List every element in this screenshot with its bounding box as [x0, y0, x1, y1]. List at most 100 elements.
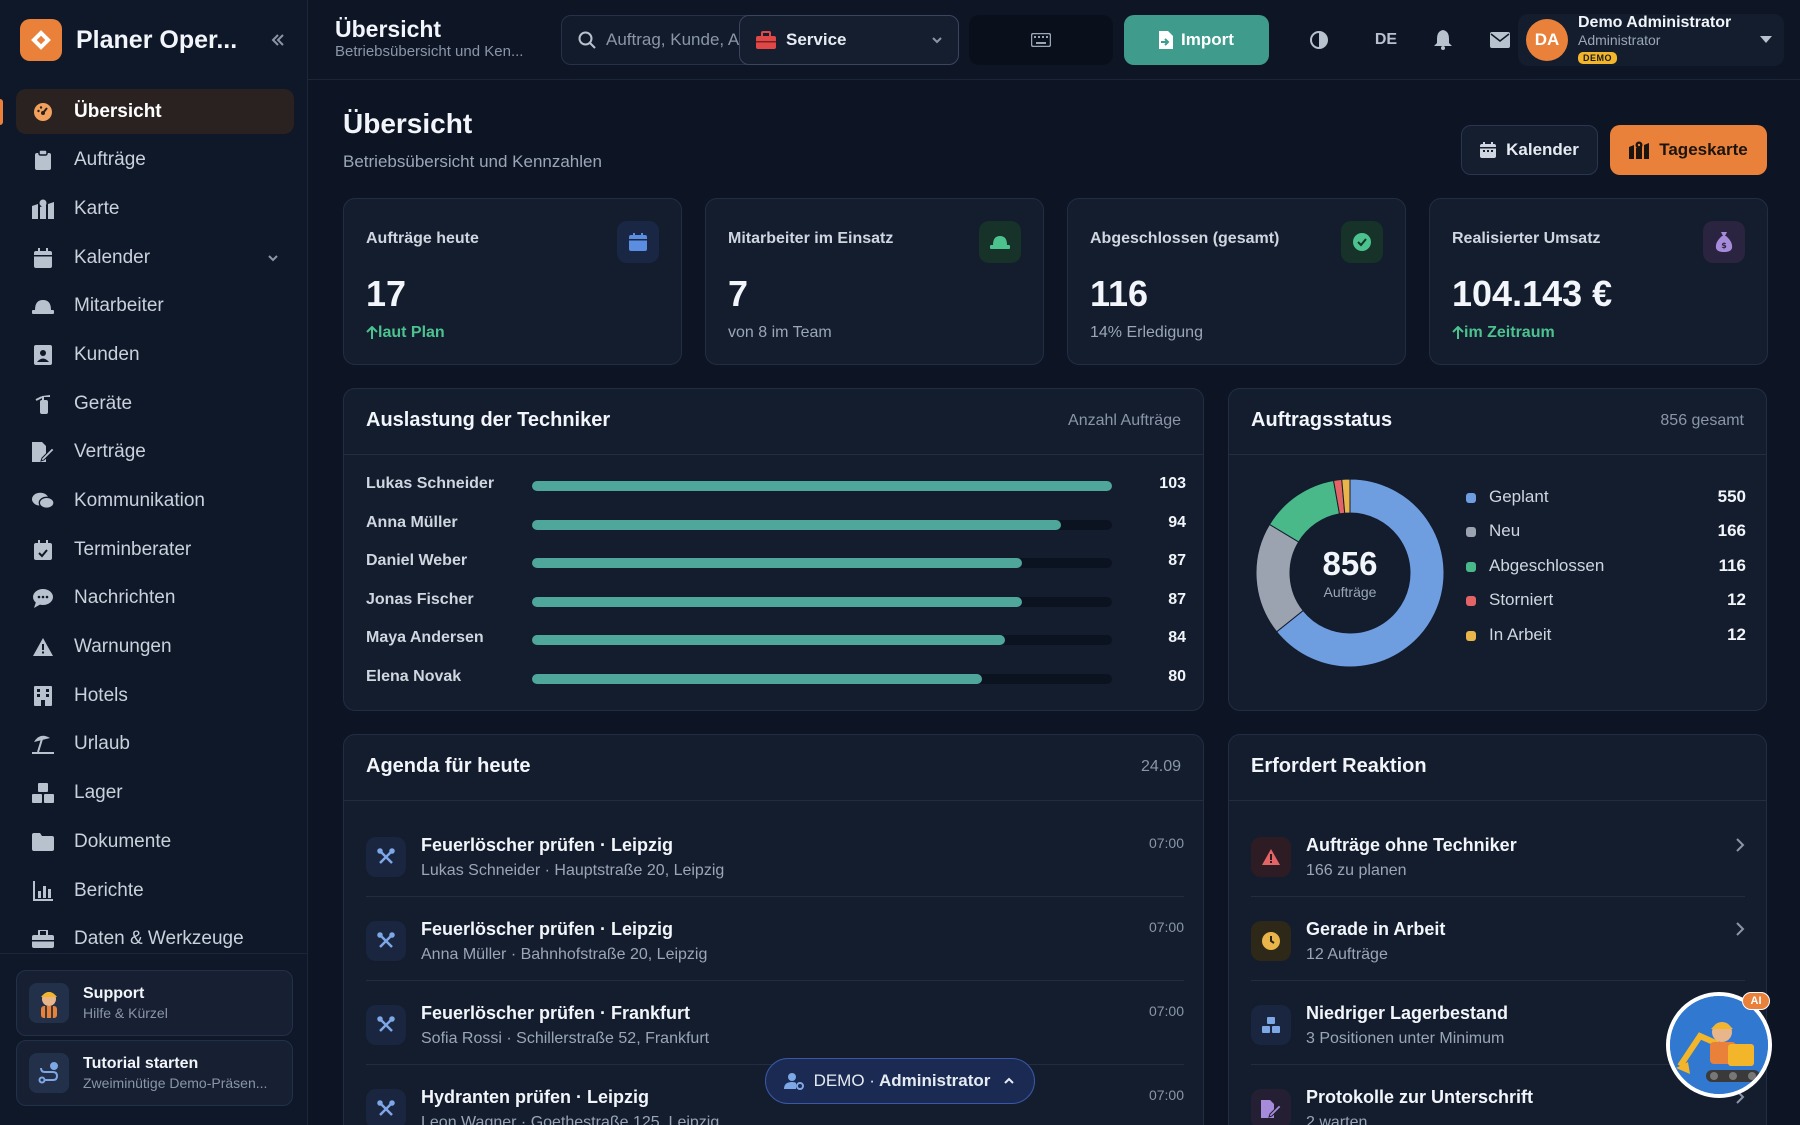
technician-value: 84: [1168, 629, 1186, 647]
sidebar-item-terminberater[interactable]: Terminberater: [16, 527, 294, 572]
bell-icon[interactable]: [1428, 25, 1458, 55]
agenda-time: 07:00: [1148, 919, 1184, 935]
agenda-title: Hydranten prüfen · Leipzig: [421, 1087, 650, 1107]
theme-toggle-icon[interactable]: [1304, 25, 1334, 55]
kpi-card-auftraege-heute: Aufträge heute 17 laut Plan: [343, 198, 682, 365]
warning-icon: [32, 636, 54, 658]
sidebar-item-auftraege[interactable]: Aufträge: [16, 138, 294, 183]
import-button-label: Import: [1181, 30, 1234, 49]
action-title: Gerade in Arbeit: [1306, 919, 1446, 939]
action-title: Niedriger Lagerbestand: [1306, 1003, 1509, 1023]
technician-value: 87: [1168, 590, 1186, 608]
user-role: Administrator: [1578, 32, 1661, 48]
collapse-sidebar-icon[interactable]: [266, 28, 290, 52]
avatar: DA: [1526, 19, 1568, 61]
demo-role: Administrator: [878, 1071, 991, 1090]
brand-logo-icon[interactable]: [20, 19, 62, 61]
sidebar-item-daten-werkzeuge[interactable]: Daten & Werkzeuge: [16, 917, 294, 962]
sidebar-item-label: Geräte: [74, 392, 133, 414]
agenda-item[interactable]: Feuerlöscher prüfen · Frankfurt Sofia Ros…: [366, 981, 1184, 1065]
kpi-card-umsatz: Realisierter Umsatz $ 104.143 € im Zeitr…: [1429, 198, 1768, 365]
chevron-down-icon[interactable]: [266, 251, 280, 265]
caret-down-icon: [1760, 36, 1772, 44]
language-switch[interactable]: DE: [1374, 31, 1398, 48]
search-icon: [578, 31, 596, 49]
agenda-item[interactable]: Feuerlöscher prüfen · Leipzig Lukas Schne…: [366, 813, 1184, 897]
legend-label: Neu: [1489, 521, 1521, 541]
sidebar-item-label: Kommunikation: [74, 490, 205, 511]
page-title: Übersicht: [343, 108, 473, 139]
check-circle-icon: [1341, 221, 1383, 263]
kpi-card-mitarbeiter: Mitarbeiter im Einsatz 7 von 8 im Team: [705, 198, 1044, 365]
chat-icon: [32, 490, 54, 512]
tutorial-subtitle: Zweiminütige Demo-Präsen...: [83, 1075, 268, 1091]
legend-value: 116: [1718, 555, 1746, 575]
technician-name: Anna Müller: [366, 513, 458, 531]
map-icon: [32, 198, 54, 220]
legend-label: In Arbeit: [1489, 624, 1552, 644]
donut-total-label: Aufträge: [1324, 584, 1377, 600]
sidebar-item-mitarbeiter[interactable]: Mitarbeiter: [16, 284, 294, 329]
sidebar-divider: [0, 953, 308, 954]
sidebar-item-dokumente[interactable]: Dokumente: [16, 819, 294, 864]
user-name: Demo Administrator: [1578, 14, 1732, 31]
calendar-icon: [32, 247, 54, 269]
donut-total: 856: [1322, 545, 1377, 582]
sidebar-item-urlaub[interactable]: Urlaub: [16, 722, 294, 767]
map-icon: [1629, 141, 1650, 159]
clock-icon: [1251, 921, 1291, 961]
sidebar-item-hotels[interactable]: Hotels: [16, 673, 294, 718]
message-icon: [32, 587, 54, 609]
action-title: Aufträge ohne Techniker: [1306, 835, 1517, 855]
action-item[interactable]: Niedriger Lagerbestand 3 Positionen unter…: [1251, 981, 1745, 1065]
hotel-icon: [32, 685, 54, 707]
technician-bar-row: Jonas Fischer 87: [366, 589, 1186, 613]
sidebar-item-lager[interactable]: Lager: [16, 771, 294, 816]
action-item[interactable]: Gerade in Arbeit 12 Aufträge: [1251, 897, 1745, 981]
contact-icon: [32, 344, 54, 366]
sidebar-item-label: Karte: [74, 197, 120, 219]
support-mascot-icon: [29, 983, 69, 1023]
mail-icon[interactable]: [1485, 25, 1515, 55]
action-item[interactable]: Aufträge ohne Techniker 166 zu planen: [1251, 813, 1745, 897]
user-menu[interactable]: DA Demo Administrator Administrator DEMO: [1518, 14, 1784, 66]
page-subtitle: Betriebsübersicht und Kennzahlen: [343, 152, 602, 171]
topbar-subtitle: Betriebsübersicht und Ken...: [335, 43, 524, 60]
hardhat-icon: [979, 221, 1021, 263]
sidebar-item-label: Terminberater: [74, 538, 192, 560]
agenda-subtitle: Sofia Rossi · Schillerstraße 52, Frankfu…: [421, 1030, 710, 1047]
service-select[interactable]: Service: [739, 15, 959, 65]
agenda-item[interactable]: Hydranten prüfen · Leipzig Leon Wagner · …: [366, 1065, 1184, 1125]
day-map-button[interactable]: Tageskarte: [1610, 125, 1767, 175]
panel-header: Agenda für heute 24.09: [344, 735, 1203, 801]
import-button[interactable]: Import: [1124, 15, 1269, 65]
legend-swatch: [1466, 630, 1476, 641]
legend-item: Storniert 12: [1466, 590, 1746, 612]
sidebar-item-uebersicht[interactable]: Übersicht: [0, 89, 294, 134]
day-map-button-label: Tageskarte: [1659, 140, 1748, 159]
agenda-item[interactable]: Feuerlöscher prüfen · Leipzig Anna Müller…: [366, 897, 1184, 981]
calendar-button[interactable]: Kalender: [1461, 125, 1598, 175]
demo-role-switcher[interactable]: DEMO · Administrator: [765, 1058, 1035, 1104]
action-item[interactable]: Protokolle zur Unterschrift 2 warten: [1251, 1065, 1745, 1125]
support-card[interactable]: Support Hilfe & Kürzel: [16, 970, 293, 1036]
search-box[interactable]: [561, 15, 761, 65]
sidebar-item-berichte[interactable]: Berichte: [16, 868, 294, 913]
agenda-time: 07:00: [1148, 1087, 1184, 1103]
legend-swatch: [1466, 596, 1476, 607]
technician-bar-row: Anna Müller 94: [366, 512, 1186, 536]
sidebar-item-nachrichten[interactable]: Nachrichten: [16, 576, 294, 621]
sidebar-item-kommunikation[interactable]: Kommunikation: [16, 479, 294, 524]
sidebar-item-warnungen[interactable]: Warnungen: [16, 625, 294, 670]
technician-bar-track: [532, 596, 1112, 607]
technician-bar: [532, 519, 1062, 530]
sidebar-item-karte[interactable]: Karte: [16, 186, 294, 231]
sidebar-item-vertraege[interactable]: Verträge: [16, 430, 294, 475]
sidebar-item-kalender[interactable]: Kalender: [16, 235, 294, 280]
sidebar-item-geraete[interactable]: Geräte: [16, 381, 294, 426]
tutorial-card[interactable]: Tutorial starten Zweiminütige Demo-Präse…: [16, 1040, 293, 1106]
sidebar-item-label: Übersicht: [74, 100, 162, 122]
keyboard-shortcuts-button[interactable]: [969, 15, 1113, 65]
sidebar-item-kunden[interactable]: Kunden: [16, 332, 294, 377]
search-input[interactable]: [606, 30, 756, 50]
